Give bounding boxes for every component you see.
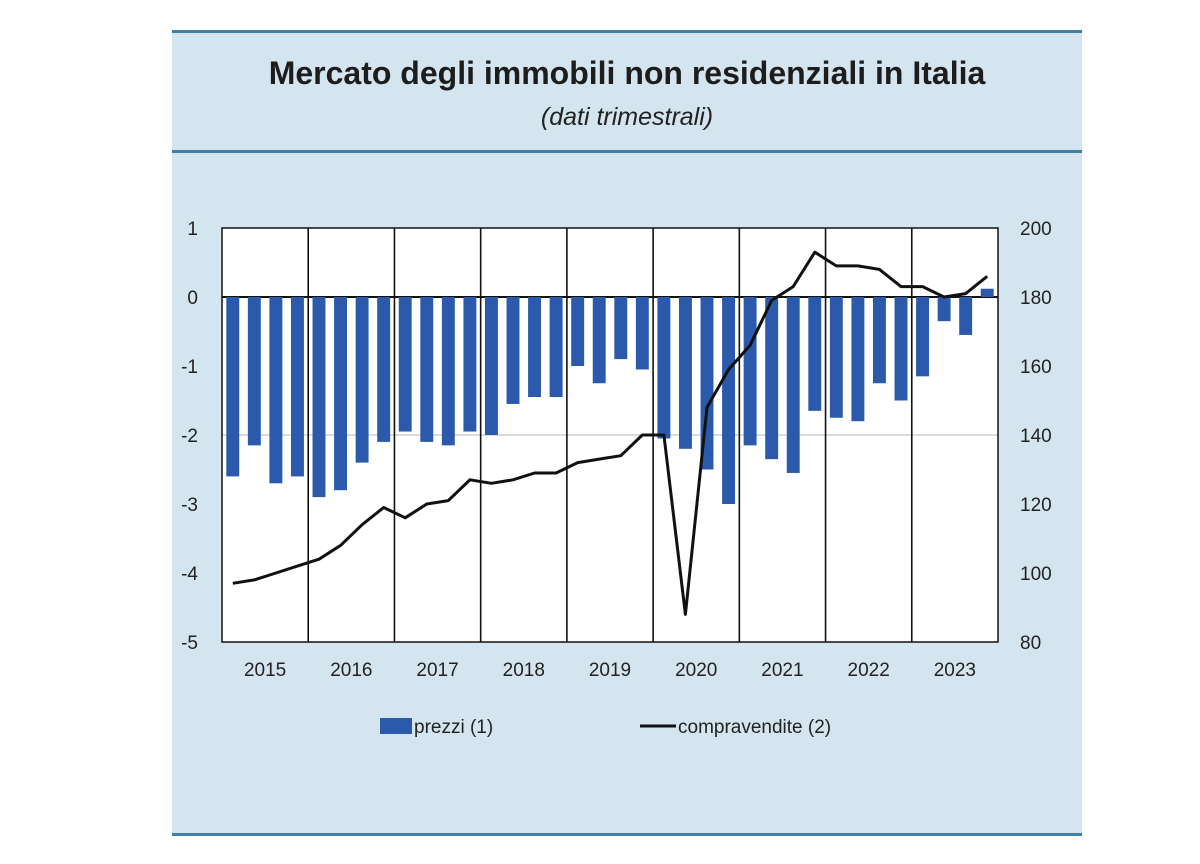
chart-subtitle: (dati trimestrali) [540, 103, 714, 131]
year-label: 2019 [589, 660, 631, 681]
year-label: 2023 [934, 660, 976, 681]
right-tick-label: 140 [1020, 426, 1052, 447]
x-axis-year-labels: 2015 2016 2017 2018 2019 2020 2021 2022 2023 [244, 660, 976, 681]
bar-prezzi [247, 297, 261, 446]
left-tick-label: 0 [187, 288, 198, 309]
bar-prezzi [829, 297, 843, 418]
bar-prezzi [765, 297, 779, 460]
right-tick-label: 160 [1020, 357, 1052, 378]
bar-prezzi [937, 297, 951, 322]
bar-prezzi [290, 297, 304, 477]
bar-prezzi [980, 288, 994, 297]
left-tick-label: -5 [181, 633, 198, 654]
bar-prezzi [312, 297, 326, 498]
chart-header: Mercato degli immobili non residenziali … [172, 33, 1082, 153]
left-tick-label: -3 [181, 495, 198, 516]
left-tick-label: -1 [181, 357, 198, 378]
bar-prezzi [635, 297, 649, 370]
legend: prezzi (1) compravendite (2) [380, 717, 831, 738]
left-tick-label: 1 [187, 219, 198, 240]
bar-prezzi [506, 297, 520, 404]
bar-prezzi [614, 297, 628, 360]
left-tick-label: -2 [181, 426, 198, 447]
year-label: 2016 [330, 660, 372, 681]
bar-prezzi [398, 297, 412, 432]
bar-prezzi [916, 297, 930, 377]
bar-prezzi [226, 297, 240, 477]
bar-prezzi [743, 297, 757, 446]
bar-prezzi [528, 297, 542, 398]
bar-prezzi [592, 297, 606, 384]
bar-prezzi [678, 297, 692, 449]
bar-prezzi [808, 297, 822, 411]
plot-frame [221, 227, 999, 643]
bar-prezzi [484, 297, 498, 435]
right-tick-label: 200 [1020, 219, 1052, 240]
bar-prezzi [894, 297, 908, 401]
legend-label-prezzi: prezzi (1) [414, 717, 493, 738]
legend-label-compravendite: compravendite (2) [678, 717, 831, 738]
bar-prezzi [441, 297, 455, 446]
year-label: 2017 [416, 660, 458, 681]
bar-prezzi [657, 297, 671, 439]
bar-prezzi [420, 297, 434, 442]
bar-prezzi [872, 297, 886, 384]
bars-layer [226, 288, 994, 504]
legend-swatch-prezzi [380, 718, 412, 734]
year-label: 2022 [848, 660, 890, 681]
bar-prezzi [851, 297, 865, 422]
right-axis-ticks: 200 180 160 140 120 100 80 [1020, 219, 1052, 654]
bar-prezzi [549, 297, 563, 398]
grid-layer [222, 296, 998, 436]
line-compravendite [232, 250, 989, 616]
bar-prezzi [722, 297, 736, 504]
bar-prezzi [334, 297, 348, 491]
right-tick-label: 100 [1020, 564, 1052, 585]
year-label: 2020 [675, 660, 717, 681]
bar-prezzi [463, 297, 477, 432]
right-tick-label: 120 [1020, 495, 1052, 516]
left-axis-ticks: 1 0 -1 -2 -3 -4 -5 [181, 219, 198, 654]
left-tick-label: -4 [181, 564, 198, 585]
bar-prezzi [355, 297, 369, 463]
bar-prezzi [269, 297, 283, 484]
year-label: 2015 [244, 660, 286, 681]
bar-prezzi [786, 297, 800, 473]
chart-title: Mercato degli immobili non residenziali … [268, 55, 986, 91]
bar-prezzi [959, 297, 973, 335]
year-label: 2021 [761, 660, 803, 681]
right-tick-label: 180 [1020, 288, 1052, 309]
line-layer [232, 250, 989, 616]
bar-prezzi [571, 297, 585, 366]
year-label: 2018 [503, 660, 545, 681]
right-tick-label: 80 [1020, 633, 1041, 654]
bar-prezzi [377, 297, 391, 442]
